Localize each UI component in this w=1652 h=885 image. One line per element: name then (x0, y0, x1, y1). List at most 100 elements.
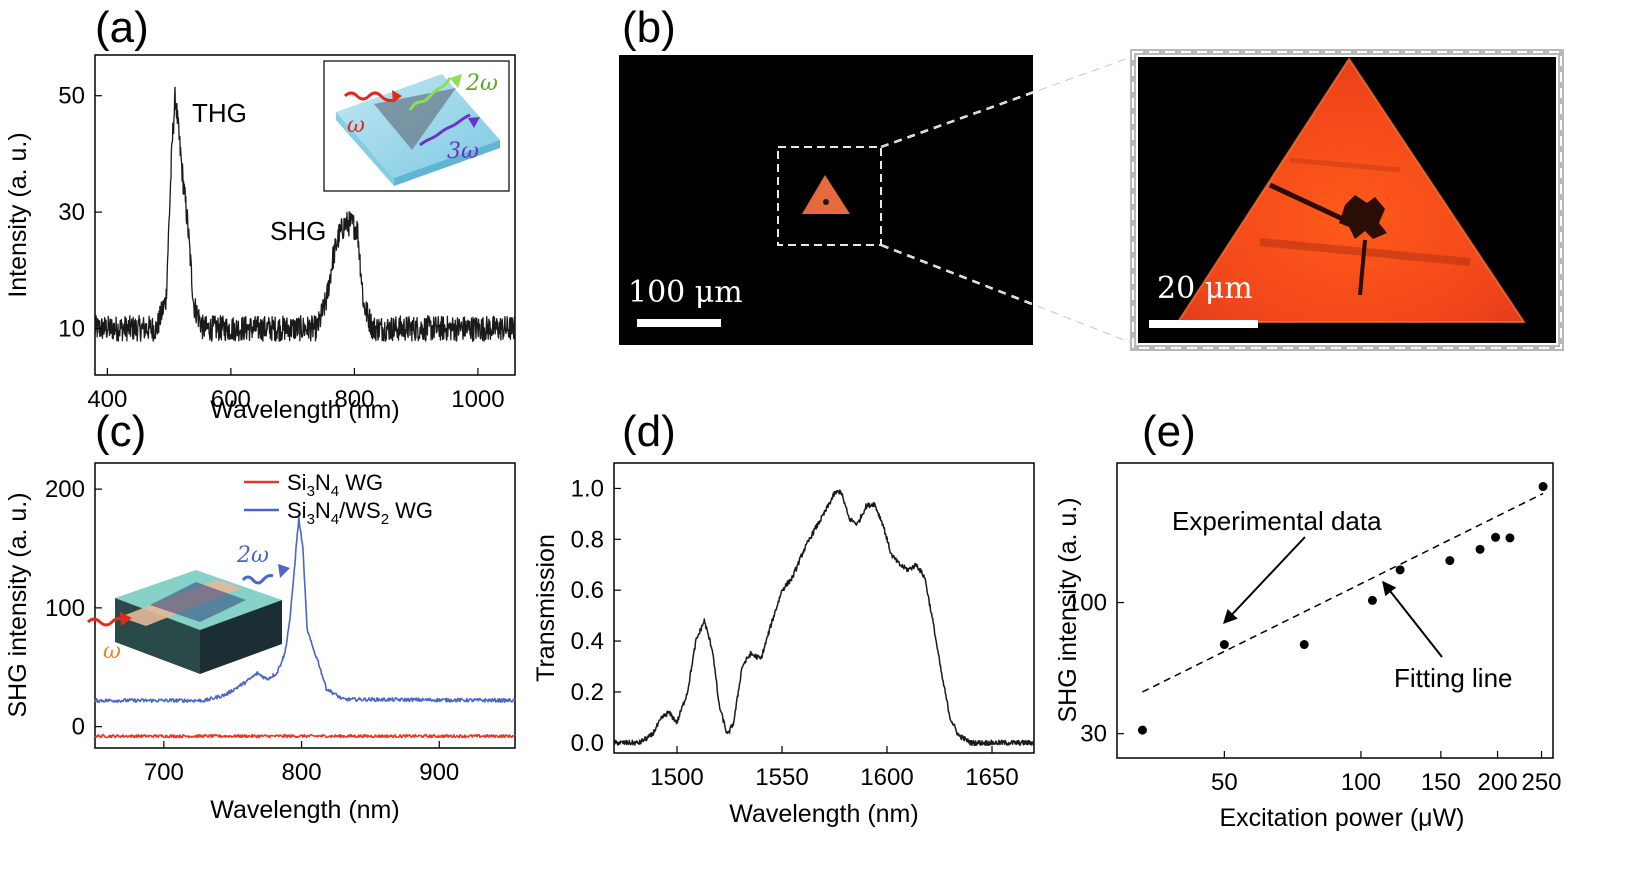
arrow-experimental-data (1223, 536, 1306, 625)
y-tick-label: 100 (1067, 590, 1107, 617)
inset-flake-a (374, 88, 456, 150)
y-tick-label: 100 (45, 595, 85, 622)
x-tick-label: 1550 (755, 764, 808, 791)
y-tick-label: 0 (72, 714, 85, 741)
inset-label-2omega-a: 2ω (465, 71, 498, 96)
x-tick-label: 250 (1521, 769, 1561, 796)
panel-label-c: (c) (95, 407, 147, 456)
y-tick-label: 1.0 (571, 475, 604, 502)
legend-c: Si3N4 WG Si3N4/WS2 WG (244, 470, 433, 528)
scale-bar-20um (1149, 320, 1258, 328)
ticks-e: 50 100 150 200 250 30 100 (1067, 590, 1562, 796)
panel-label-b: (b) (622, 3, 676, 52)
inset-wave-omega-a (343, 91, 394, 102)
y-tick-label: 0.8 (571, 526, 604, 553)
y-tick-label: 0.6 (571, 577, 604, 604)
data-point (1538, 482, 1548, 492)
series-layer-a (94, 86, 516, 342)
x-tick-label: 400 (87, 386, 127, 413)
x-axis-label-e: Excitation power (μW) (1219, 804, 1464, 832)
data-point (1367, 595, 1377, 605)
data-point (1491, 532, 1501, 542)
zoom-box (777, 146, 882, 246)
inset-wave-3omega-a (419, 113, 471, 147)
data-point (1395, 565, 1405, 575)
inset-c: ω 2ω (86, 543, 290, 674)
x-tick-label: 1000 (451, 386, 504, 413)
inset-label-omega-c: ω (103, 639, 121, 664)
plot-frame-a (94, 54, 516, 376)
y-tick-label: 200 (45, 476, 85, 503)
y-tick-label: 0.4 (571, 628, 604, 655)
y-axis-label-e: SHG intensity (a. u.) (1054, 497, 1082, 722)
x-tick-label: 800 (282, 759, 322, 786)
x-tick-label: 150 (1421, 769, 1461, 796)
inset-ws2-flake (150, 582, 246, 622)
panel-c: 700 800 900 0 100 200 Wavelength (nm) SHG int… (4, 462, 516, 824)
annotation-shg: SHG (270, 216, 326, 246)
y-axis-label-a: Intensity (a. u.) (4, 132, 32, 297)
arrow-fitting-line (1382, 580, 1443, 658)
y-tick-label: 30 (1080, 721, 1107, 748)
panel-label-e: (e) (1142, 407, 1196, 456)
x-tick-label: 50 (1211, 769, 1238, 796)
series-layer-d (613, 489, 1035, 747)
data-point (1505, 533, 1515, 543)
panel-label-d: (d) (622, 407, 676, 456)
y-tick-label: 0.0 (571, 730, 604, 757)
annotation-thg: THG (192, 98, 247, 128)
inset-label-2omega-c: 2ω (236, 543, 269, 568)
scale-bar-100um (637, 319, 721, 327)
y-tick-label: 0.2 (571, 679, 604, 706)
flake-small (802, 175, 850, 214)
scale-label-100um: 100 μm (628, 275, 743, 310)
x-axis-label-d: Wavelength (nm) (729, 800, 918, 828)
y-tick-label: 30 (58, 199, 85, 226)
x-axis-label-a: Wavelength (nm) (210, 396, 399, 424)
x-tick-label: 1600 (860, 764, 913, 791)
ticks-a: 400 600 800 1000 10 30 50 (58, 83, 504, 413)
inset-a: ω 2ω 3ω (323, 60, 510, 192)
x-tick-label: 700 (144, 759, 184, 786)
annotation-experimental-data: Experimental data (1172, 506, 1382, 536)
ticks-c: 700 800 900 0 100 200 (45, 476, 459, 786)
fitting-line (1142, 492, 1544, 693)
panel-label-a: (a) (95, 3, 149, 52)
series-line (613, 489, 1035, 747)
plot-frame-d (613, 462, 1035, 754)
data-point (1475, 544, 1485, 554)
series-layer-e (1137, 482, 1548, 735)
x-tick-label: 600 (211, 386, 251, 413)
annotation-fitting-line: Fitting line (1394, 663, 1513, 693)
panel-a: 400 600 800 1000 10 30 50 Wavelength (nm) Inte… (4, 54, 516, 424)
scale-label-20um: 20 μm (1157, 271, 1253, 306)
x-tick-label: 1650 (965, 764, 1018, 791)
plot-frame-c (94, 462, 516, 749)
series-line (94, 86, 516, 342)
data-point (1299, 640, 1309, 650)
data-point (1445, 556, 1455, 566)
x-axis-label-c: Wavelength (nm) (210, 796, 399, 824)
x-tick-label: 1500 (650, 764, 703, 791)
flake-defect (1339, 195, 1387, 239)
panel-d: 1500 1550 1600 1650 0.0 0.2 0.4 0.6 0.8 1.0 Wavel… (532, 462, 1035, 828)
x-tick-label: 800 (334, 386, 374, 413)
legend-entry-si3n4: Si3N4 WG (287, 470, 383, 500)
series-line (94, 733, 516, 739)
inset-label-3omega-a: 3ω (447, 139, 479, 164)
data-point (1137, 725, 1147, 735)
panel-e: 50 100 150 200 250 30 100 Excitation power (μW… (1054, 462, 1562, 832)
y-axis-label-c: SHG intensity (a. u.) (4, 492, 32, 717)
data-point (1219, 640, 1229, 650)
plot-frame-e (1116, 462, 1554, 759)
series-line (94, 516, 516, 703)
y-tick-label: 10 (58, 315, 85, 342)
x-tick-label: 200 (1478, 769, 1518, 796)
x-tick-label: 100 (1341, 769, 1381, 796)
series-layer-c (94, 516, 516, 739)
inset-label-omega-a: ω (347, 113, 365, 138)
y-axis-label-d: Transmission (532, 534, 560, 682)
legend-entry-si3n4-ws2: Si3N4/WS2 WG (287, 498, 433, 528)
panel-b: 100 μm 20 μm (619, 49, 1564, 351)
